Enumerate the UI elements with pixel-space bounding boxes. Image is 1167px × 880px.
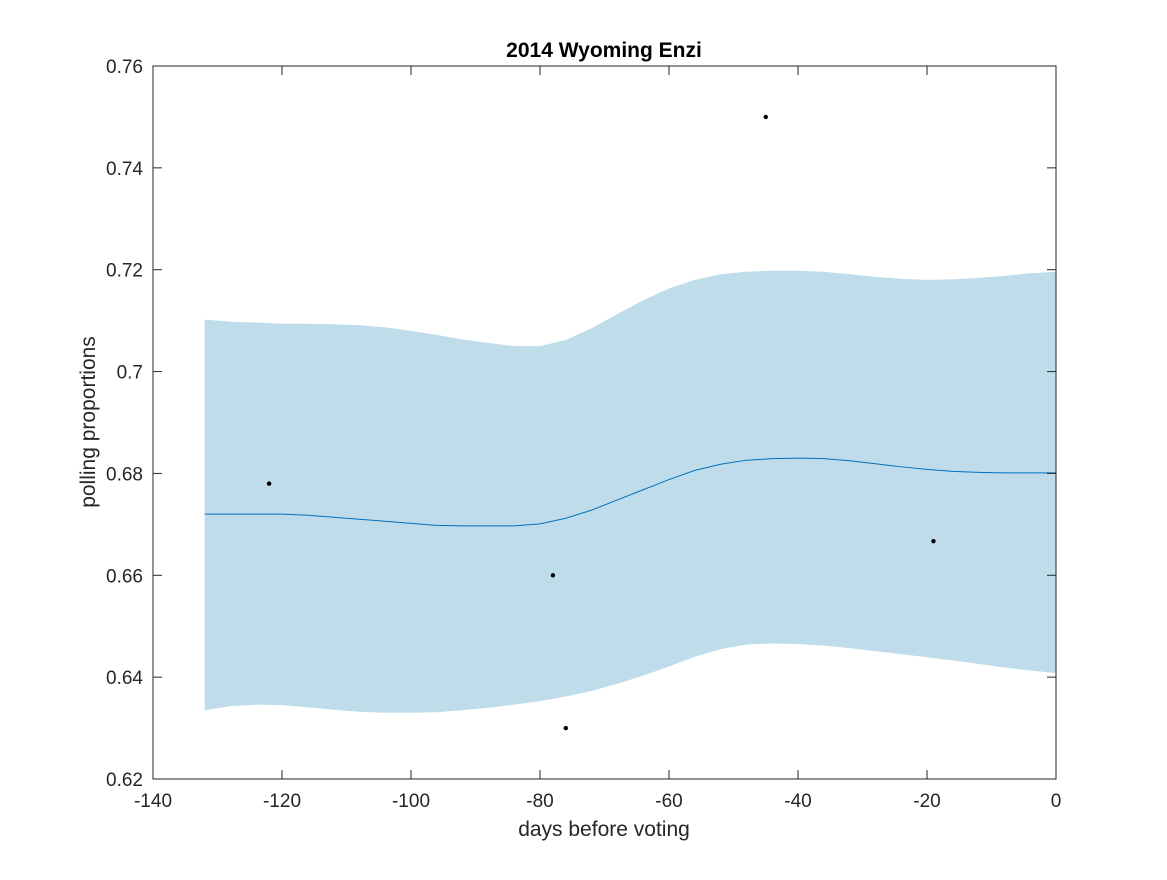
y-tick-label: 0.68 bbox=[106, 464, 143, 485]
axes-box bbox=[152, 65, 1057, 780]
y-axis-label: polling proportions bbox=[77, 336, 100, 508]
data-point bbox=[266, 481, 272, 486]
x-tick-label: 0 bbox=[1051, 791, 1062, 812]
data-point bbox=[763, 114, 768, 120]
x-tick-label: -40 bbox=[784, 791, 811, 812]
y-tick-label: 0.66 bbox=[106, 566, 143, 587]
axes: -140 -120 -100 -80 -60 -40 -20 0 0.62 0.64 0.66 0.6… bbox=[106, 57, 1061, 812]
plot-area bbox=[204, 114, 1057, 731]
y-tick-label: 0.72 bbox=[106, 261, 143, 282]
x-axis-label: days before voting bbox=[518, 818, 690, 841]
x-tick-label: -120 bbox=[263, 791, 301, 812]
data-point bbox=[931, 538, 936, 544]
data-point bbox=[550, 573, 556, 578]
x-tick-label: -60 bbox=[655, 791, 682, 812]
x-tick-label: -20 bbox=[913, 791, 940, 812]
confidence-band bbox=[204, 270, 1057, 713]
x-tick-label: -100 bbox=[392, 791, 430, 812]
y-tick-label: 0.76 bbox=[106, 57, 143, 78]
x-tick-label: -80 bbox=[526, 791, 553, 812]
y-tick-label: 0.64 bbox=[106, 668, 143, 689]
fit-line bbox=[204, 457, 1056, 527]
chart-title: 2014 Wyoming Enzi bbox=[506, 39, 702, 62]
x-tick-label: -140 bbox=[134, 791, 172, 812]
y-tick-label: 0.74 bbox=[106, 159, 143, 180]
y-tick-label: 0.62 bbox=[106, 770, 143, 791]
y-tick-label: 0.7 bbox=[117, 363, 143, 384]
data-point bbox=[563, 725, 568, 731]
